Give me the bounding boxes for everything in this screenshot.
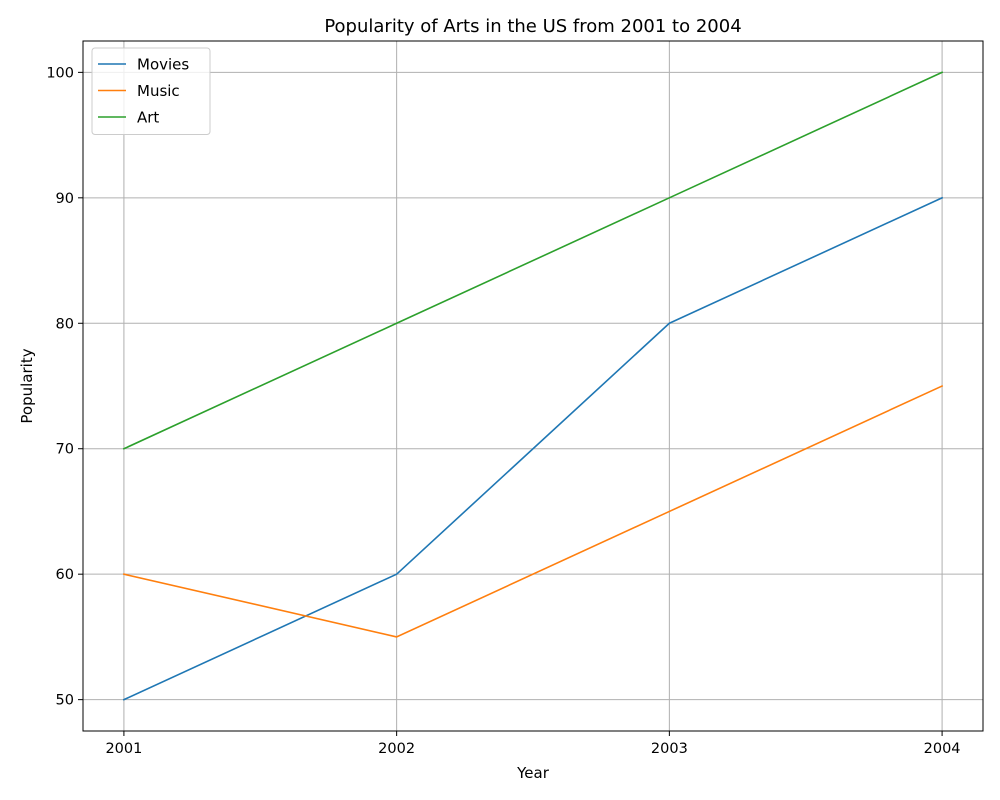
y-tick-label: 80	[56, 316, 74, 332]
y-tick-label: 60	[56, 567, 74, 583]
y-tick-label: 50	[56, 693, 74, 709]
plot-background	[83, 41, 983, 731]
x-axis-label: Year	[516, 764, 550, 782]
x-tick-label: 2003	[651, 741, 688, 757]
legend: Movies Music Art	[91, 47, 211, 135]
x-tick-label: 2004	[924, 741, 961, 757]
plot-area: 2001 2002 2003 2004 50 60 70 80 90 100	[46, 40, 984, 757]
series-line-movies	[122, 196, 944, 701]
legend-box	[91, 47, 211, 135]
y-tick-label: 70	[56, 442, 74, 458]
tick-layer: 2001 2002 2003 2004 50 60 70 80 90 100	[46, 65, 960, 757]
series-line-music	[122, 384, 944, 638]
legend-label-movies: Movies	[137, 56, 189, 74]
legend-label-music: Music	[137, 82, 180, 100]
legend-label-art: Art	[137, 109, 159, 127]
series-layer	[122, 71, 944, 701]
series-line-art	[122, 71, 944, 450]
x-tick-label: 2001	[105, 741, 142, 757]
plot-frame	[82, 40, 984, 732]
y-axis-label: Popularity	[18, 348, 36, 423]
x-tick-label: 2002	[378, 741, 415, 757]
y-tick-label: 90	[56, 191, 74, 207]
y-tick-label: 100	[46, 65, 74, 81]
chart-title: Popularity of Arts in the US from 2001 t…	[324, 16, 741, 37]
